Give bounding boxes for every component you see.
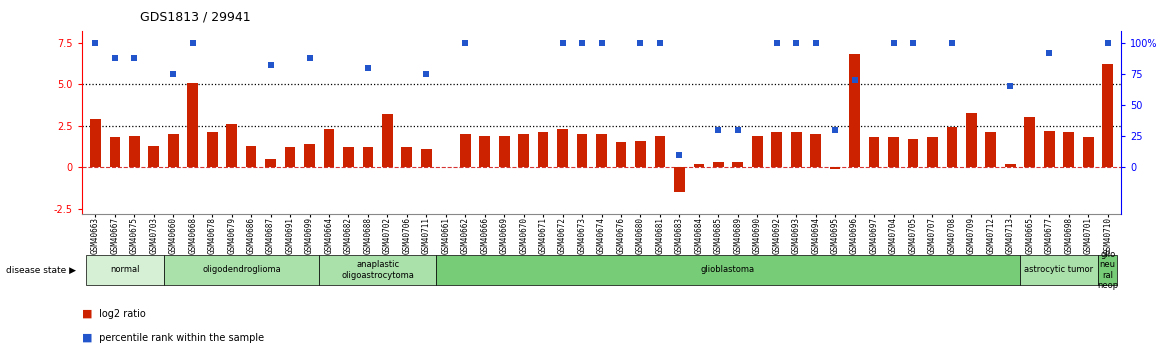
Bar: [110, 137, 120, 167]
Bar: [479, 136, 491, 167]
Bar: [1044, 131, 1055, 167]
Bar: [227, 124, 237, 167]
Text: glio
neu
ral
neop: glio neu ral neop: [1097, 250, 1118, 290]
Bar: [1103, 64, 1113, 167]
Bar: [382, 114, 392, 167]
Bar: [343, 147, 354, 167]
Text: percentile rank within the sample: percentile rank within the sample: [96, 333, 264, 343]
Bar: [674, 167, 684, 192]
Text: GDS1813 / 29941: GDS1813 / 29941: [140, 10, 251, 23]
Bar: [519, 134, 529, 167]
Bar: [888, 137, 899, 167]
Bar: [596, 134, 607, 167]
Point: [105, 55, 124, 60]
Point: [359, 65, 377, 70]
Point: [767, 40, 786, 46]
Bar: [460, 134, 471, 167]
Point: [806, 40, 825, 46]
Point: [631, 40, 649, 46]
Bar: [148, 146, 159, 167]
Point: [456, 40, 474, 46]
Bar: [694, 164, 704, 167]
Text: normal: normal: [110, 265, 139, 275]
Bar: [654, 136, 666, 167]
Text: glioblastoma: glioblastoma: [701, 265, 756, 275]
Bar: [420, 149, 432, 167]
Bar: [187, 82, 199, 167]
Text: ■: ■: [82, 333, 92, 343]
Bar: [1024, 118, 1035, 167]
Point: [943, 40, 961, 46]
Bar: [869, 137, 880, 167]
Point: [554, 40, 572, 46]
Point: [300, 55, 319, 60]
Bar: [927, 137, 938, 167]
Bar: [986, 132, 996, 167]
Bar: [362, 147, 374, 167]
Bar: [304, 144, 315, 167]
Bar: [90, 119, 100, 167]
Point: [884, 40, 903, 46]
Bar: [849, 54, 860, 167]
Point: [846, 77, 864, 83]
Point: [262, 62, 280, 68]
Bar: [1083, 137, 1093, 167]
Bar: [1004, 164, 1016, 167]
Bar: [207, 132, 217, 167]
Point: [709, 127, 728, 133]
Bar: [285, 147, 296, 167]
Point: [1098, 40, 1117, 46]
Bar: [946, 127, 958, 167]
Bar: [265, 159, 276, 167]
Point: [1001, 83, 1020, 89]
Point: [670, 152, 689, 158]
Bar: [616, 142, 626, 167]
Point: [651, 40, 669, 46]
Bar: [966, 112, 976, 167]
Text: ■: ■: [82, 309, 92, 319]
Text: disease state ▶: disease state ▶: [6, 265, 76, 275]
Bar: [577, 134, 588, 167]
Bar: [402, 147, 412, 167]
Bar: [791, 132, 801, 167]
Point: [125, 55, 144, 60]
Bar: [811, 134, 821, 167]
Bar: [829, 167, 841, 169]
Point: [183, 40, 202, 46]
Point: [787, 40, 806, 46]
Text: astrocytic tumor: astrocytic tumor: [1024, 265, 1093, 275]
Bar: [908, 139, 918, 167]
Point: [1040, 50, 1058, 56]
Bar: [557, 129, 568, 167]
Text: oligodendroglioma: oligodendroglioma: [202, 265, 280, 275]
Bar: [499, 136, 509, 167]
Point: [904, 40, 923, 46]
Point: [826, 127, 844, 133]
Bar: [324, 129, 334, 167]
Point: [164, 71, 182, 77]
Bar: [712, 162, 724, 167]
Bar: [128, 136, 140, 167]
Point: [86, 40, 105, 46]
Text: log2 ratio: log2 ratio: [96, 309, 146, 319]
Bar: [1063, 132, 1075, 167]
Bar: [732, 162, 743, 167]
Bar: [537, 132, 549, 167]
Point: [729, 127, 748, 133]
Point: [417, 71, 436, 77]
Point: [572, 40, 591, 46]
Point: [592, 40, 611, 46]
Bar: [752, 136, 763, 167]
Bar: [245, 146, 257, 167]
Bar: [168, 134, 179, 167]
Bar: [771, 132, 783, 167]
Bar: [635, 141, 646, 167]
Text: anaplastic
oligoastrocytoma: anaplastic oligoastrocytoma: [341, 260, 415, 280]
